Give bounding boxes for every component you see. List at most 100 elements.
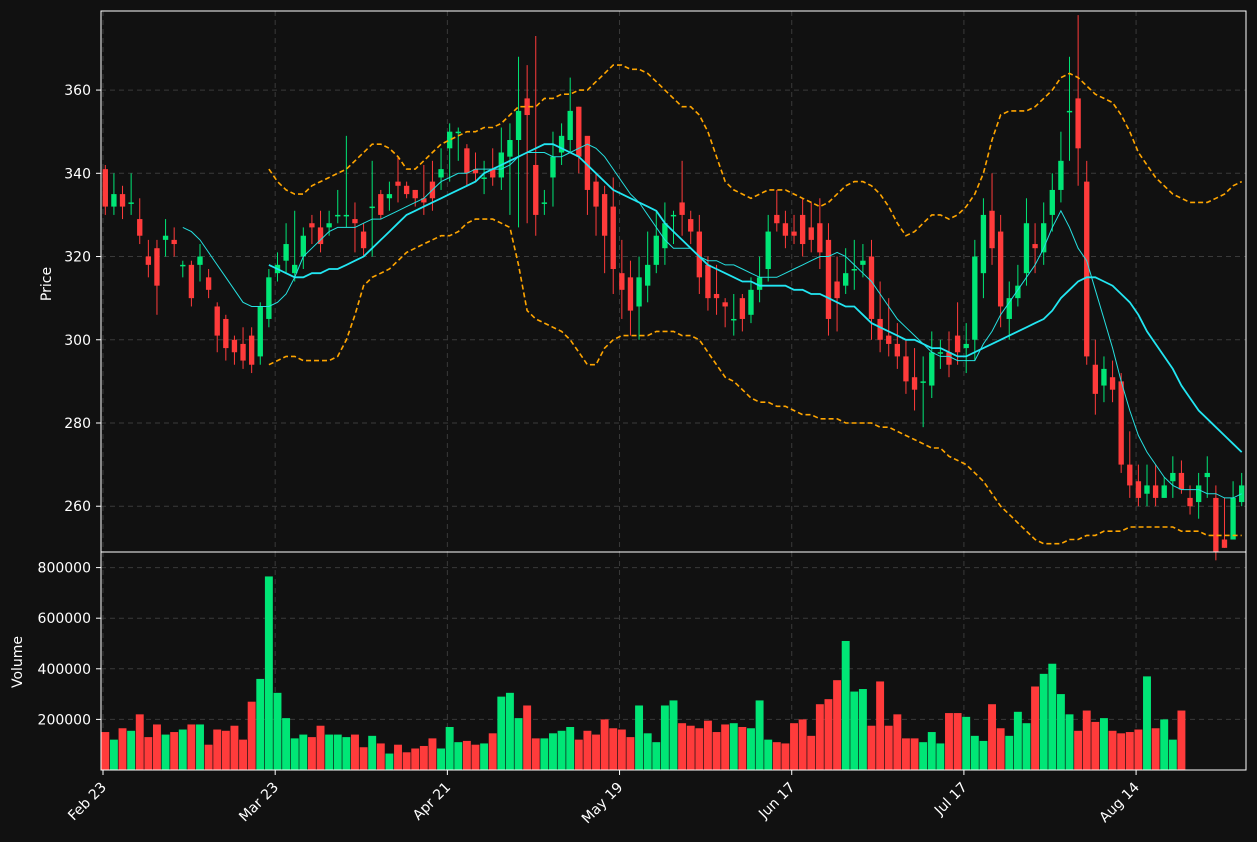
volume-bar xyxy=(884,725,893,770)
volume-bar xyxy=(325,734,334,770)
candle-body xyxy=(214,306,220,336)
volume-bar xyxy=(462,740,471,770)
volume-bar xyxy=(936,743,945,770)
candle-body xyxy=(584,135,591,190)
upper-band-line xyxy=(268,64,1243,237)
volume-bar xyxy=(996,728,1005,770)
volume-bar xyxy=(1022,723,1031,770)
candle-body xyxy=(352,219,358,224)
candle-body xyxy=(369,206,375,209)
volume-bar xyxy=(660,705,669,770)
candle-body xyxy=(1109,377,1116,390)
candle-body xyxy=(989,210,995,249)
candle-body xyxy=(1221,539,1228,548)
candle-body xyxy=(481,177,487,179)
volume-bar xyxy=(1099,718,1108,770)
candle-body xyxy=(119,194,126,207)
candle-body xyxy=(696,231,702,278)
volume-bar xyxy=(617,729,626,770)
candle-body xyxy=(782,223,789,236)
candle-body xyxy=(610,206,616,270)
candle-body xyxy=(446,131,453,149)
overlay-lines xyxy=(182,64,1243,545)
candle-body xyxy=(197,256,203,265)
volume-bar xyxy=(152,724,161,770)
volume-bar xyxy=(798,719,807,770)
candle-body xyxy=(1230,497,1236,540)
candle-body xyxy=(929,352,935,386)
volume-bar xyxy=(221,730,230,770)
candle-body xyxy=(670,214,677,217)
candle-body xyxy=(1084,181,1090,357)
price-grid xyxy=(101,11,1246,552)
candle-body xyxy=(817,223,823,253)
volume-tick-label: 800000 xyxy=(38,561,91,577)
volume-bar xyxy=(178,729,187,770)
candle-body xyxy=(1187,497,1193,507)
volume-bar xyxy=(703,720,712,770)
candle-body xyxy=(154,248,160,286)
price-tick-label: 320 xyxy=(64,250,91,266)
volume-bar xyxy=(1048,663,1057,770)
price-tick-label: 340 xyxy=(64,166,91,182)
volume-bar xyxy=(351,734,359,770)
volume-bar xyxy=(204,744,213,770)
candle-body xyxy=(1032,244,1038,249)
candle-body xyxy=(1144,485,1150,494)
candle-body xyxy=(180,264,186,267)
volume-bar xyxy=(678,723,687,770)
price-tick-label: 260 xyxy=(64,499,91,515)
volume-bar xyxy=(962,716,971,770)
volume-bar xyxy=(273,692,282,770)
volume-bar xyxy=(1091,721,1100,770)
candle-body xyxy=(128,202,134,204)
volume-bar xyxy=(531,738,540,770)
volume-bar xyxy=(626,737,635,770)
candle-body xyxy=(593,181,599,207)
candle-body xyxy=(111,194,117,207)
candle-body xyxy=(972,256,978,340)
candle-body xyxy=(997,231,1004,307)
candle-body xyxy=(1058,160,1064,190)
candle-body xyxy=(1170,472,1176,482)
volume-bar xyxy=(342,737,351,770)
volume-bar xyxy=(738,726,747,770)
candle-body xyxy=(317,227,324,245)
volume-bar xyxy=(815,704,824,770)
volume-bar xyxy=(1108,730,1117,770)
candle-body xyxy=(283,244,289,261)
volume-bar xyxy=(901,738,910,770)
volume-bar xyxy=(1143,676,1151,770)
volume-bar xyxy=(712,732,721,770)
volume-bar xyxy=(316,725,325,770)
candle-body xyxy=(774,214,780,224)
volume-bar xyxy=(454,742,463,770)
candle-body xyxy=(343,214,350,217)
candle-body xyxy=(231,339,238,353)
volume-bar xyxy=(807,735,816,770)
candle-body xyxy=(886,335,892,344)
candle-body xyxy=(868,256,875,319)
volume-bar xyxy=(652,742,661,770)
candle-body xyxy=(662,223,668,249)
volume-bar xyxy=(428,738,437,770)
candle-body xyxy=(266,277,272,319)
candle-body xyxy=(326,223,332,228)
volume-bar xyxy=(394,744,402,770)
candle-body xyxy=(438,169,444,178)
candle-body xyxy=(1075,98,1081,149)
candle-body xyxy=(300,235,306,257)
volume-bar xyxy=(497,696,506,770)
volume-bar xyxy=(307,737,316,770)
volume-bar xyxy=(333,734,342,770)
candle-body xyxy=(378,194,384,215)
candle-body xyxy=(860,260,866,265)
candle-body xyxy=(713,293,720,299)
candle-body xyxy=(731,318,737,321)
volume-bar xyxy=(695,728,704,770)
slow-moving-average-line xyxy=(268,143,1243,453)
candle-body xyxy=(765,231,771,270)
candle-body xyxy=(567,110,573,141)
candle-body xyxy=(550,156,556,178)
volume-bar xyxy=(135,714,144,770)
